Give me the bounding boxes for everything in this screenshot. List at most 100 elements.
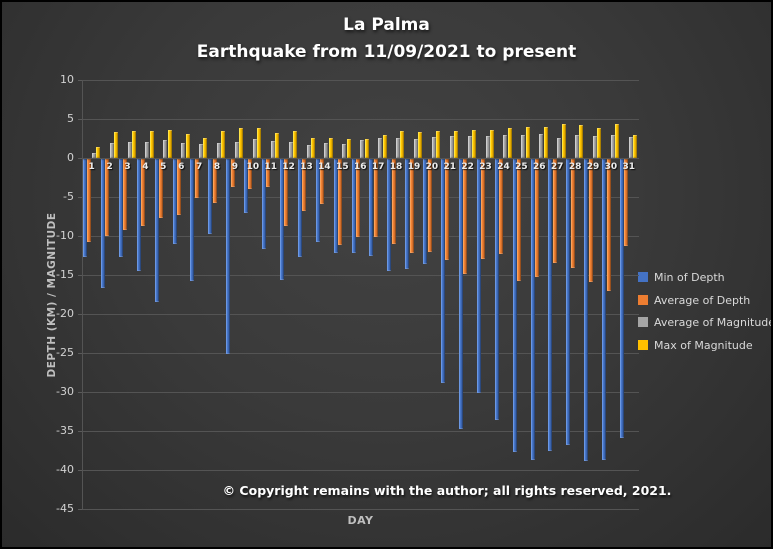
x-axis-day-label: 27 — [550, 162, 564, 172]
bar-average-of-magnitude — [396, 137, 401, 158]
bar-average-of-depth — [588, 159, 593, 283]
legend-label: Min of Depth — [654, 271, 725, 284]
y-axis-tick-label: -40 — [56, 463, 74, 476]
chart-title-line2: Earthquake from 11/09/2021 to present — [196, 42, 577, 62]
y-axis-line — [82, 80, 83, 509]
bar-min-of-depth — [530, 159, 535, 461]
bar-min-of-depth — [548, 159, 553, 451]
bar-max-of-magnitude — [472, 129, 477, 158]
x-axis-day-label: 18 — [389, 162, 403, 172]
bar-average-of-magnitude — [413, 139, 418, 158]
bar-average-of-magnitude — [449, 136, 454, 158]
bar-average-of-magnitude — [431, 136, 436, 158]
bar-average-of-magnitude — [217, 143, 222, 158]
x-axis-day-label: 1 — [88, 162, 95, 172]
x-axis-day-label: 25 — [515, 162, 528, 172]
bar-average-of-magnitude — [181, 143, 186, 158]
bar-average-of-depth — [87, 159, 92, 243]
legend-swatch-average-of-magnitude — [638, 317, 648, 327]
y-axis-tick — [78, 158, 82, 159]
bar-max-of-magnitude — [167, 129, 172, 158]
x-axis-day-label: 21 — [443, 162, 457, 172]
y-axis-tick-label: -15 — [56, 268, 74, 281]
x-axis-day-label: 22 — [461, 162, 474, 172]
bar-average-of-depth — [141, 159, 146, 227]
bar-min-of-depth — [512, 159, 517, 452]
bar-average-of-magnitude — [610, 134, 615, 158]
bar-max-of-magnitude — [221, 130, 226, 158]
copyright-annotation: © Copyright remains with the author; all… — [222, 483, 672, 498]
bar-max-of-magnitude — [400, 131, 405, 158]
bar-average-of-depth — [302, 159, 307, 212]
bar-average-of-magnitude — [199, 143, 204, 158]
bar-min-of-depth — [351, 159, 356, 253]
y-axis-tick — [78, 470, 82, 471]
y-axis-tick-label: -35 — [56, 424, 74, 437]
bar-average-of-depth — [409, 159, 414, 253]
bar-average-of-magnitude — [252, 138, 257, 158]
bar-max-of-magnitude — [292, 131, 297, 158]
bar-average-of-depth — [499, 159, 504, 255]
legend-label: Average of Magnitude — [654, 316, 773, 329]
bar-average-of-magnitude — [324, 143, 329, 158]
bar-average-of-depth — [123, 159, 128, 230]
legend-label: Average of Depth — [654, 293, 751, 307]
x-axis-day-label: 15 — [336, 162, 349, 172]
bar-average-of-depth — [624, 159, 629, 247]
y-axis-tick — [78, 392, 82, 393]
bar-average-of-depth — [320, 159, 325, 205]
x-axis-day-label: 28 — [568, 162, 582, 172]
bar-average-of-depth — [105, 159, 110, 237]
bar-max-of-magnitude — [131, 131, 136, 158]
bar-average-of-magnitude — [539, 133, 544, 158]
chart-title: La Palma Earthquake from 11/09/2021 to p… — [2, 12, 771, 66]
bar-average-of-magnitude — [557, 137, 562, 158]
x-axis-day-label: 4 — [142, 162, 149, 172]
bar-average-of-depth — [212, 159, 217, 204]
bar-max-of-magnitude — [96, 147, 101, 158]
bar-average-of-depth — [534, 159, 539, 277]
bar-average-of-depth — [194, 159, 199, 198]
bar-average-of-magnitude — [575, 134, 580, 158]
bar-min-of-depth — [369, 159, 374, 256]
bar-min-of-depth — [333, 159, 338, 253]
x-axis-day-label: 29 — [586, 162, 600, 172]
bar-average-of-depth — [391, 159, 396, 245]
bar-max-of-magnitude — [382, 134, 387, 158]
bar-min-of-depth — [494, 159, 499, 421]
bar-average-of-depth — [248, 159, 253, 189]
y-axis-tick — [78, 197, 82, 198]
legend-item-average-of-magnitude: Average of Magnitude — [638, 311, 771, 329]
bar-min-of-depth — [154, 159, 159, 302]
gridline — [82, 353, 639, 354]
x-axis-day-label: 23 — [479, 162, 492, 172]
legend-swatch-max-of-magnitude — [638, 339, 648, 350]
bar-average-of-depth — [445, 159, 450, 261]
bar-min-of-depth — [441, 159, 446, 383]
bar-average-of-magnitude — [360, 140, 365, 158]
bar-average-of-depth — [481, 159, 486, 259]
bar-max-of-magnitude — [615, 123, 620, 158]
bar-average-of-depth — [337, 159, 342, 245]
legend-item-max-of-magnitude: Max of Magnitude — [638, 334, 753, 352]
bar-average-of-depth — [552, 159, 557, 263]
legend-swatch-average-of-depth — [638, 294, 648, 305]
y-axis-tick — [78, 509, 82, 510]
bar-max-of-magnitude — [436, 130, 441, 158]
bar-min-of-depth — [136, 159, 141, 272]
bar-average-of-magnitude — [342, 143, 347, 158]
y-axis-tick — [78, 431, 82, 432]
bar-max-of-magnitude — [507, 128, 512, 158]
bar-max-of-magnitude — [525, 126, 530, 158]
bar-max-of-magnitude — [579, 125, 584, 158]
bar-max-of-magnitude — [633, 134, 638, 158]
gridline — [82, 431, 639, 432]
bar-average-of-depth — [266, 159, 271, 188]
bar-average-of-magnitude — [467, 136, 472, 158]
legend-item-min-of-depth: Min of Depth — [638, 266, 725, 284]
bar-min-of-depth — [620, 159, 625, 439]
y-axis-tick-label: -25 — [56, 346, 74, 359]
bar-max-of-magnitude — [328, 137, 333, 158]
y-axis-tick — [78, 119, 82, 120]
bar-min-of-depth — [83, 159, 87, 257]
